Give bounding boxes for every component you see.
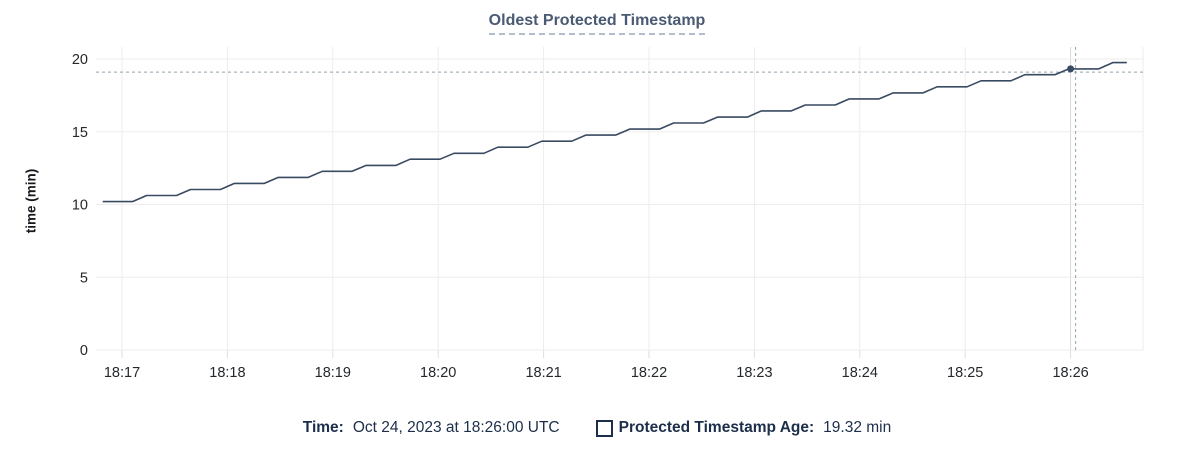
chart-title[interactable]: Oldest Protected Timestamp bbox=[488, 12, 706, 35]
series-line bbox=[102, 61, 1127, 203]
svg-text:15: 15 bbox=[72, 125, 88, 141]
hover-tooltip-bar: Time: Oct 24, 2023 at 18:26:00 UTC Prote… bbox=[0, 417, 1194, 439]
y-axis-tick-labels: 0 5 10 15 20 bbox=[72, 52, 88, 359]
svg-text:18:23: 18:23 bbox=[736, 365, 772, 381]
svg-text:18:19: 18:19 bbox=[315, 365, 351, 381]
x-axis-tick-labels: 18:17 18:18 18:19 18:20 18:21 18:22 18:23 18:24… bbox=[104, 365, 1089, 381]
tooltip-time-label: Time: bbox=[302, 419, 344, 436]
crosshair bbox=[96, 47, 1143, 350]
horizontal-gridlines bbox=[96, 58, 1143, 351]
svg-text:18:20: 18:20 bbox=[420, 365, 456, 381]
chart-header: Oldest Protected Timestamp bbox=[0, 12, 1194, 35]
y-axis-label: time (min) bbox=[23, 168, 39, 234]
svg-text:18:25: 18:25 bbox=[947, 365, 983, 381]
tooltip-time-value: Oct 24, 2023 at 18:26:00 UTC bbox=[352, 419, 560, 436]
svg-text:18:21: 18:21 bbox=[525, 365, 561, 381]
hover-point-dot bbox=[1067, 65, 1075, 73]
vertical-gridlines bbox=[121, 47, 1144, 350]
svg-text:0: 0 bbox=[80, 343, 88, 359]
svg-text:18:26: 18:26 bbox=[1052, 365, 1088, 381]
chart-plot-area[interactable]: 18:17 18:18 18:19 18:20 18:21 18:22 18:23 18:24… bbox=[0, 0, 1194, 400]
svg-text:10: 10 bbox=[72, 198, 88, 214]
svg-text:20: 20 bbox=[72, 52, 88, 68]
svg-text:18:18: 18:18 bbox=[209, 365, 245, 381]
tooltip-series-value: 19.32 min bbox=[823, 419, 892, 436]
tooltip-series-label: Protected Timestamp Age: bbox=[618, 419, 815, 436]
x-axis-ticks bbox=[121, 350, 1072, 358]
svg-text:18:24: 18:24 bbox=[842, 365, 878, 381]
series-swatch-icon[interactable] bbox=[595, 419, 613, 437]
svg-text:18:17: 18:17 bbox=[104, 365, 140, 381]
svg-text:18:22: 18:22 bbox=[631, 365, 667, 381]
svg-text:5: 5 bbox=[80, 270, 88, 286]
